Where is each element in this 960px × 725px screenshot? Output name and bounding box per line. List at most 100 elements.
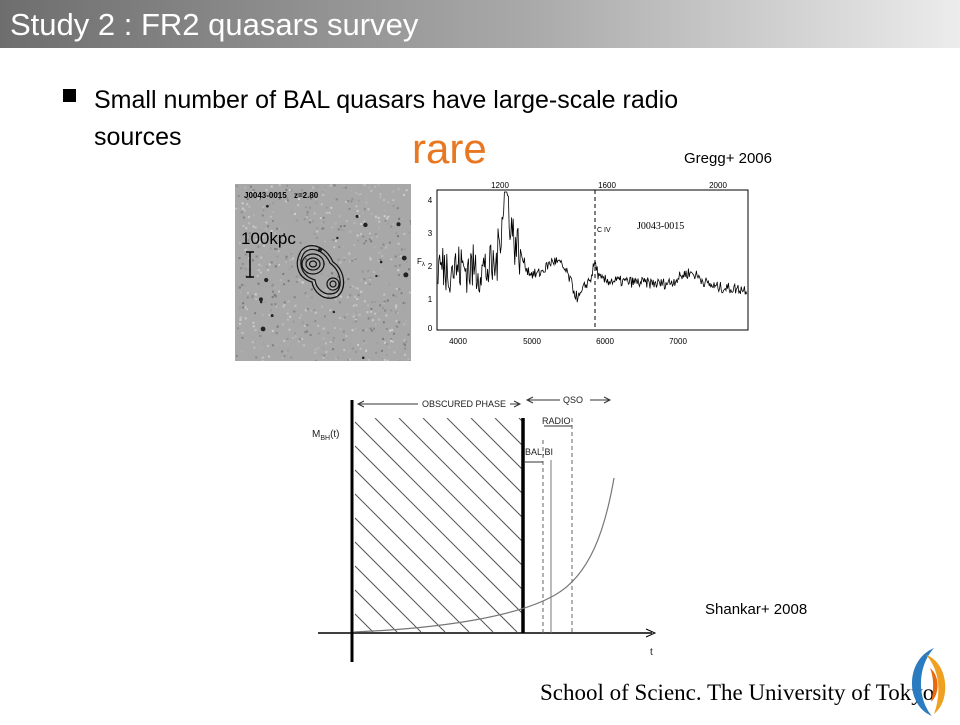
noise bbox=[292, 320, 295, 323]
noise bbox=[403, 301, 406, 304]
noise bbox=[249, 235, 252, 238]
hatch-line bbox=[355, 565, 422, 632]
noise bbox=[313, 232, 316, 235]
noise bbox=[272, 219, 275, 222]
noise bbox=[378, 226, 381, 229]
noise bbox=[399, 255, 402, 258]
bottom-tick: 4000 bbox=[449, 337, 467, 346]
noise bbox=[279, 279, 282, 282]
noise bbox=[242, 302, 245, 305]
noise bbox=[246, 247, 249, 250]
noise bbox=[406, 341, 409, 344]
noise bbox=[263, 220, 266, 223]
noise bbox=[299, 241, 302, 244]
noise bbox=[243, 284, 246, 287]
noise bbox=[325, 350, 328, 353]
noise bbox=[370, 189, 373, 192]
noise bbox=[313, 212, 316, 215]
noise bbox=[281, 231, 284, 234]
star bbox=[336, 236, 339, 240]
phase-label: QSO bbox=[563, 395, 583, 405]
noise bbox=[283, 355, 286, 358]
noise bbox=[347, 278, 350, 281]
noise bbox=[371, 301, 374, 304]
noise bbox=[370, 236, 373, 239]
noise bbox=[257, 193, 260, 196]
noise bbox=[256, 269, 259, 272]
noise bbox=[392, 223, 395, 226]
noise bbox=[324, 186, 327, 189]
noise bbox=[266, 232, 269, 235]
noise bbox=[348, 349, 351, 352]
noise bbox=[325, 211, 328, 214]
top-tick: 1600 bbox=[598, 181, 616, 190]
star bbox=[270, 314, 274, 318]
noise bbox=[324, 294, 327, 297]
noise bbox=[288, 189, 291, 192]
noise bbox=[282, 305, 285, 308]
star bbox=[332, 310, 336, 314]
noise bbox=[397, 188, 400, 191]
noise bbox=[356, 287, 359, 290]
noise bbox=[355, 304, 358, 307]
noise bbox=[338, 297, 341, 300]
bullet-text: sources bbox=[94, 123, 182, 151]
noise bbox=[337, 258, 340, 261]
noise bbox=[394, 295, 397, 298]
noise bbox=[309, 266, 312, 269]
noise bbox=[235, 185, 238, 188]
noise bbox=[252, 192, 255, 195]
noise bbox=[384, 219, 387, 222]
y-tick: 1 bbox=[428, 295, 433, 304]
noise bbox=[384, 341, 387, 344]
noise bbox=[299, 259, 302, 262]
noise bbox=[351, 259, 354, 262]
star bbox=[266, 204, 269, 208]
noise bbox=[365, 328, 368, 331]
hatch-line bbox=[355, 493, 494, 632]
noise bbox=[376, 342, 379, 345]
noise bbox=[240, 350, 243, 353]
noise bbox=[284, 351, 287, 354]
noise bbox=[358, 313, 361, 316]
noise bbox=[362, 212, 365, 215]
noise bbox=[368, 232, 371, 235]
noise bbox=[375, 235, 378, 238]
noise bbox=[343, 349, 346, 352]
noise bbox=[348, 207, 351, 210]
noise bbox=[254, 312, 257, 315]
noise bbox=[259, 334, 262, 337]
top-tick: 2000 bbox=[709, 181, 727, 190]
noise bbox=[316, 226, 319, 229]
noise bbox=[270, 261, 273, 264]
noise bbox=[338, 246, 341, 249]
noise bbox=[354, 327, 357, 330]
noise bbox=[292, 257, 295, 260]
hatch-line bbox=[422, 418, 522, 518]
noise bbox=[404, 353, 407, 356]
noise bbox=[301, 337, 304, 340]
noise bbox=[306, 288, 309, 291]
noise bbox=[295, 275, 298, 278]
noise bbox=[398, 217, 401, 220]
noise bbox=[385, 314, 388, 317]
noise bbox=[334, 261, 337, 264]
bullet-text: Small number of BAL quasars have large-s… bbox=[94, 86, 678, 114]
noise bbox=[375, 351, 378, 354]
noise bbox=[343, 258, 346, 261]
noise bbox=[338, 301, 341, 304]
y-label: Fλ bbox=[417, 257, 425, 268]
noise bbox=[402, 309, 405, 312]
noise bbox=[288, 267, 291, 270]
noise bbox=[349, 286, 352, 289]
noise bbox=[312, 186, 315, 189]
noise bbox=[329, 341, 332, 344]
noise bbox=[377, 259, 380, 262]
noise bbox=[390, 337, 393, 340]
noise bbox=[314, 348, 317, 351]
noise bbox=[241, 262, 244, 265]
noise bbox=[308, 194, 311, 197]
noise bbox=[353, 256, 356, 259]
